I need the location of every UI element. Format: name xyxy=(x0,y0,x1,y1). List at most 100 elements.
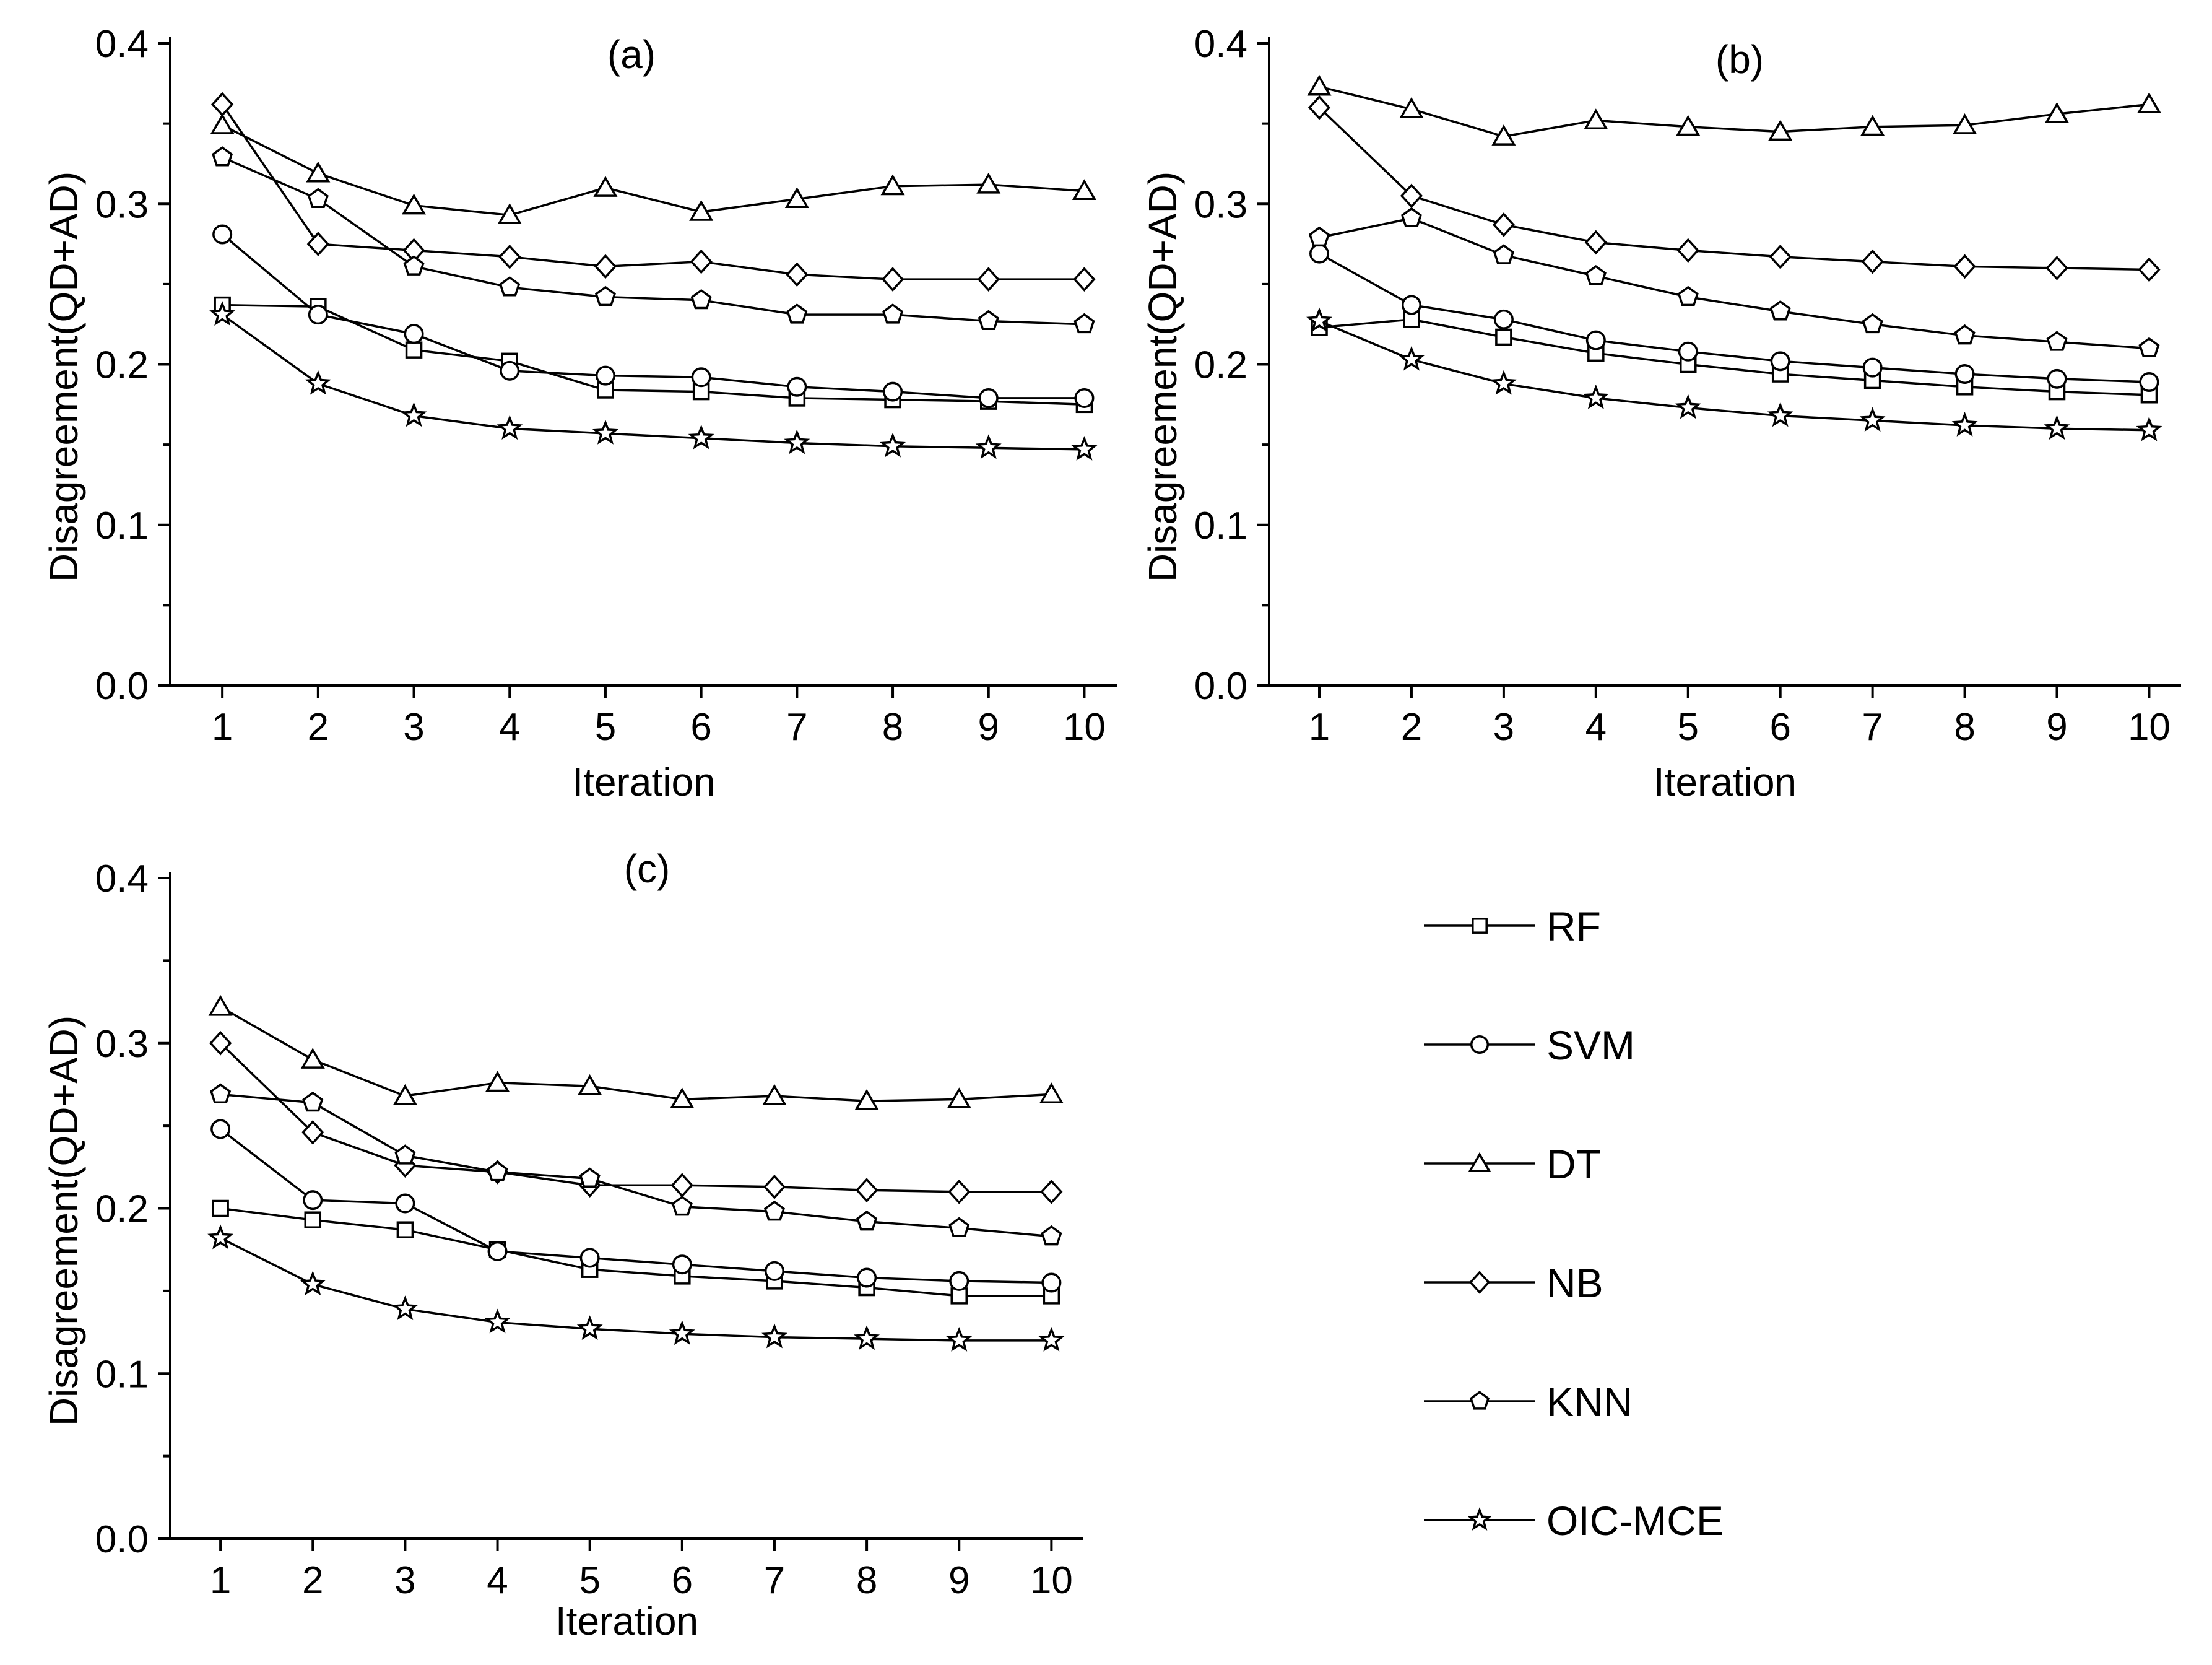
legend-label: NB xyxy=(1546,1260,1603,1306)
data-point xyxy=(1306,307,1332,333)
data-point xyxy=(308,305,328,325)
data-point xyxy=(1585,330,1606,350)
data-point xyxy=(1309,243,1330,264)
data-point xyxy=(854,1325,880,1350)
chart-panel-b: 0.0 0.1 0.2 0.3 0.4 1 2 3 4 5 6 7 8 9 10 Iteration Disag… xyxy=(1140,23,2181,804)
legend-item-knn: KNN xyxy=(1424,1379,1633,1425)
x-tick-label: 1 xyxy=(1309,706,1330,749)
x-tick-label: 5 xyxy=(595,706,616,749)
data-point xyxy=(975,434,1002,459)
data-point xyxy=(1861,249,1884,274)
y-tick-label: 0.4 xyxy=(95,858,149,900)
series-rf xyxy=(214,296,1093,414)
data-point xyxy=(1072,179,1096,201)
data-point xyxy=(212,1199,229,1217)
series-svm xyxy=(1309,243,2159,393)
data-point xyxy=(210,1119,231,1139)
data-point xyxy=(1495,328,1512,346)
data-point xyxy=(786,262,809,287)
data-point xyxy=(595,365,615,386)
data-point xyxy=(948,1179,971,1204)
series-line xyxy=(1319,217,2149,350)
data-point xyxy=(1769,300,1791,321)
series-line xyxy=(222,303,1085,406)
chart-panel-a: 0.0 0.1 0.2 0.3 0.4 1 2 3 4 5 6 7 8 9 10 Iteration Disag… xyxy=(41,23,1117,804)
data-point xyxy=(1493,244,1514,264)
series-line xyxy=(220,1128,1052,1284)
data-point xyxy=(762,1084,787,1105)
x-tick-label: 1 xyxy=(212,706,233,749)
data-point xyxy=(761,1323,787,1349)
data-point xyxy=(485,1071,510,1092)
data-point xyxy=(402,193,427,215)
data-point xyxy=(2138,337,2160,358)
x-tick-label: 4 xyxy=(499,706,520,749)
x-tick-label: 7 xyxy=(786,706,807,749)
data-point xyxy=(303,1190,323,1211)
x-axis-title: Iteration xyxy=(1654,760,1797,804)
x-tick-label: 9 xyxy=(978,706,999,749)
y-axis-title: Disagreement(QD+AD) xyxy=(41,1015,86,1426)
data-point xyxy=(593,176,618,197)
data-point xyxy=(487,1241,508,1261)
data-point xyxy=(305,370,331,395)
data-point xyxy=(405,341,423,359)
x-axis-title: Iteration xyxy=(555,1599,698,1643)
legend-marker-star xyxy=(1467,1507,1492,1531)
data-point xyxy=(672,1254,692,1275)
data-point xyxy=(1399,97,1424,118)
legend-item-rf: RF xyxy=(1424,903,1601,949)
y-tick-label: 0.2 xyxy=(95,1188,149,1231)
data-point xyxy=(1862,357,1883,378)
x-tick-label: 6 xyxy=(690,706,711,749)
data-point xyxy=(594,285,616,306)
data-point xyxy=(2136,416,2162,441)
data-point xyxy=(883,381,903,402)
data-point xyxy=(1770,351,1790,372)
data-point xyxy=(1307,74,1332,96)
series-line xyxy=(220,1237,1052,1342)
panel-title: (c) xyxy=(624,846,670,891)
legend-marker-circle xyxy=(1470,1035,1490,1054)
data-point xyxy=(306,161,331,183)
legend-label: DT xyxy=(1546,1141,1601,1187)
data-point xyxy=(2046,331,2068,351)
y-axis-title: Disagreement(QD+AD) xyxy=(1140,172,1185,582)
data-point xyxy=(500,360,520,381)
data-point xyxy=(1860,115,1885,136)
data-point xyxy=(396,1221,414,1238)
data-point xyxy=(947,1087,971,1108)
data-point xyxy=(209,301,236,326)
data-point xyxy=(401,402,427,427)
series-line xyxy=(1319,318,2149,396)
y-tick-label: 0.3 xyxy=(95,183,149,226)
series-oic-mce xyxy=(207,1224,1065,1352)
data-point xyxy=(1767,402,1793,427)
legend-item-oic-mce: OIC-MCE xyxy=(1424,1498,1724,1544)
data-point xyxy=(1678,341,1698,362)
data-point xyxy=(497,415,523,440)
data-point xyxy=(1491,124,1516,146)
data-point xyxy=(594,254,617,279)
data-point xyxy=(764,1261,784,1281)
data-point xyxy=(978,310,999,330)
data-point xyxy=(763,1174,786,1199)
data-point xyxy=(394,1144,416,1165)
series-line xyxy=(221,233,1085,399)
data-point xyxy=(2044,415,2070,440)
data-point xyxy=(1676,115,1701,136)
data-point xyxy=(484,1308,511,1334)
data-point xyxy=(1492,212,1516,237)
y-axis-title: Disagreement(QD+AD) xyxy=(41,172,86,582)
data-point xyxy=(302,1091,324,1112)
data-point xyxy=(2044,102,2070,123)
data-point xyxy=(207,1224,234,1250)
data-point xyxy=(784,187,809,208)
data-point xyxy=(670,1087,695,1108)
data-point xyxy=(950,1287,968,1305)
data-point xyxy=(1073,313,1095,334)
data-point xyxy=(1041,1225,1062,1246)
data-point xyxy=(880,174,905,196)
data-point xyxy=(497,203,522,224)
y-tick-label: 0.2 xyxy=(95,344,149,387)
